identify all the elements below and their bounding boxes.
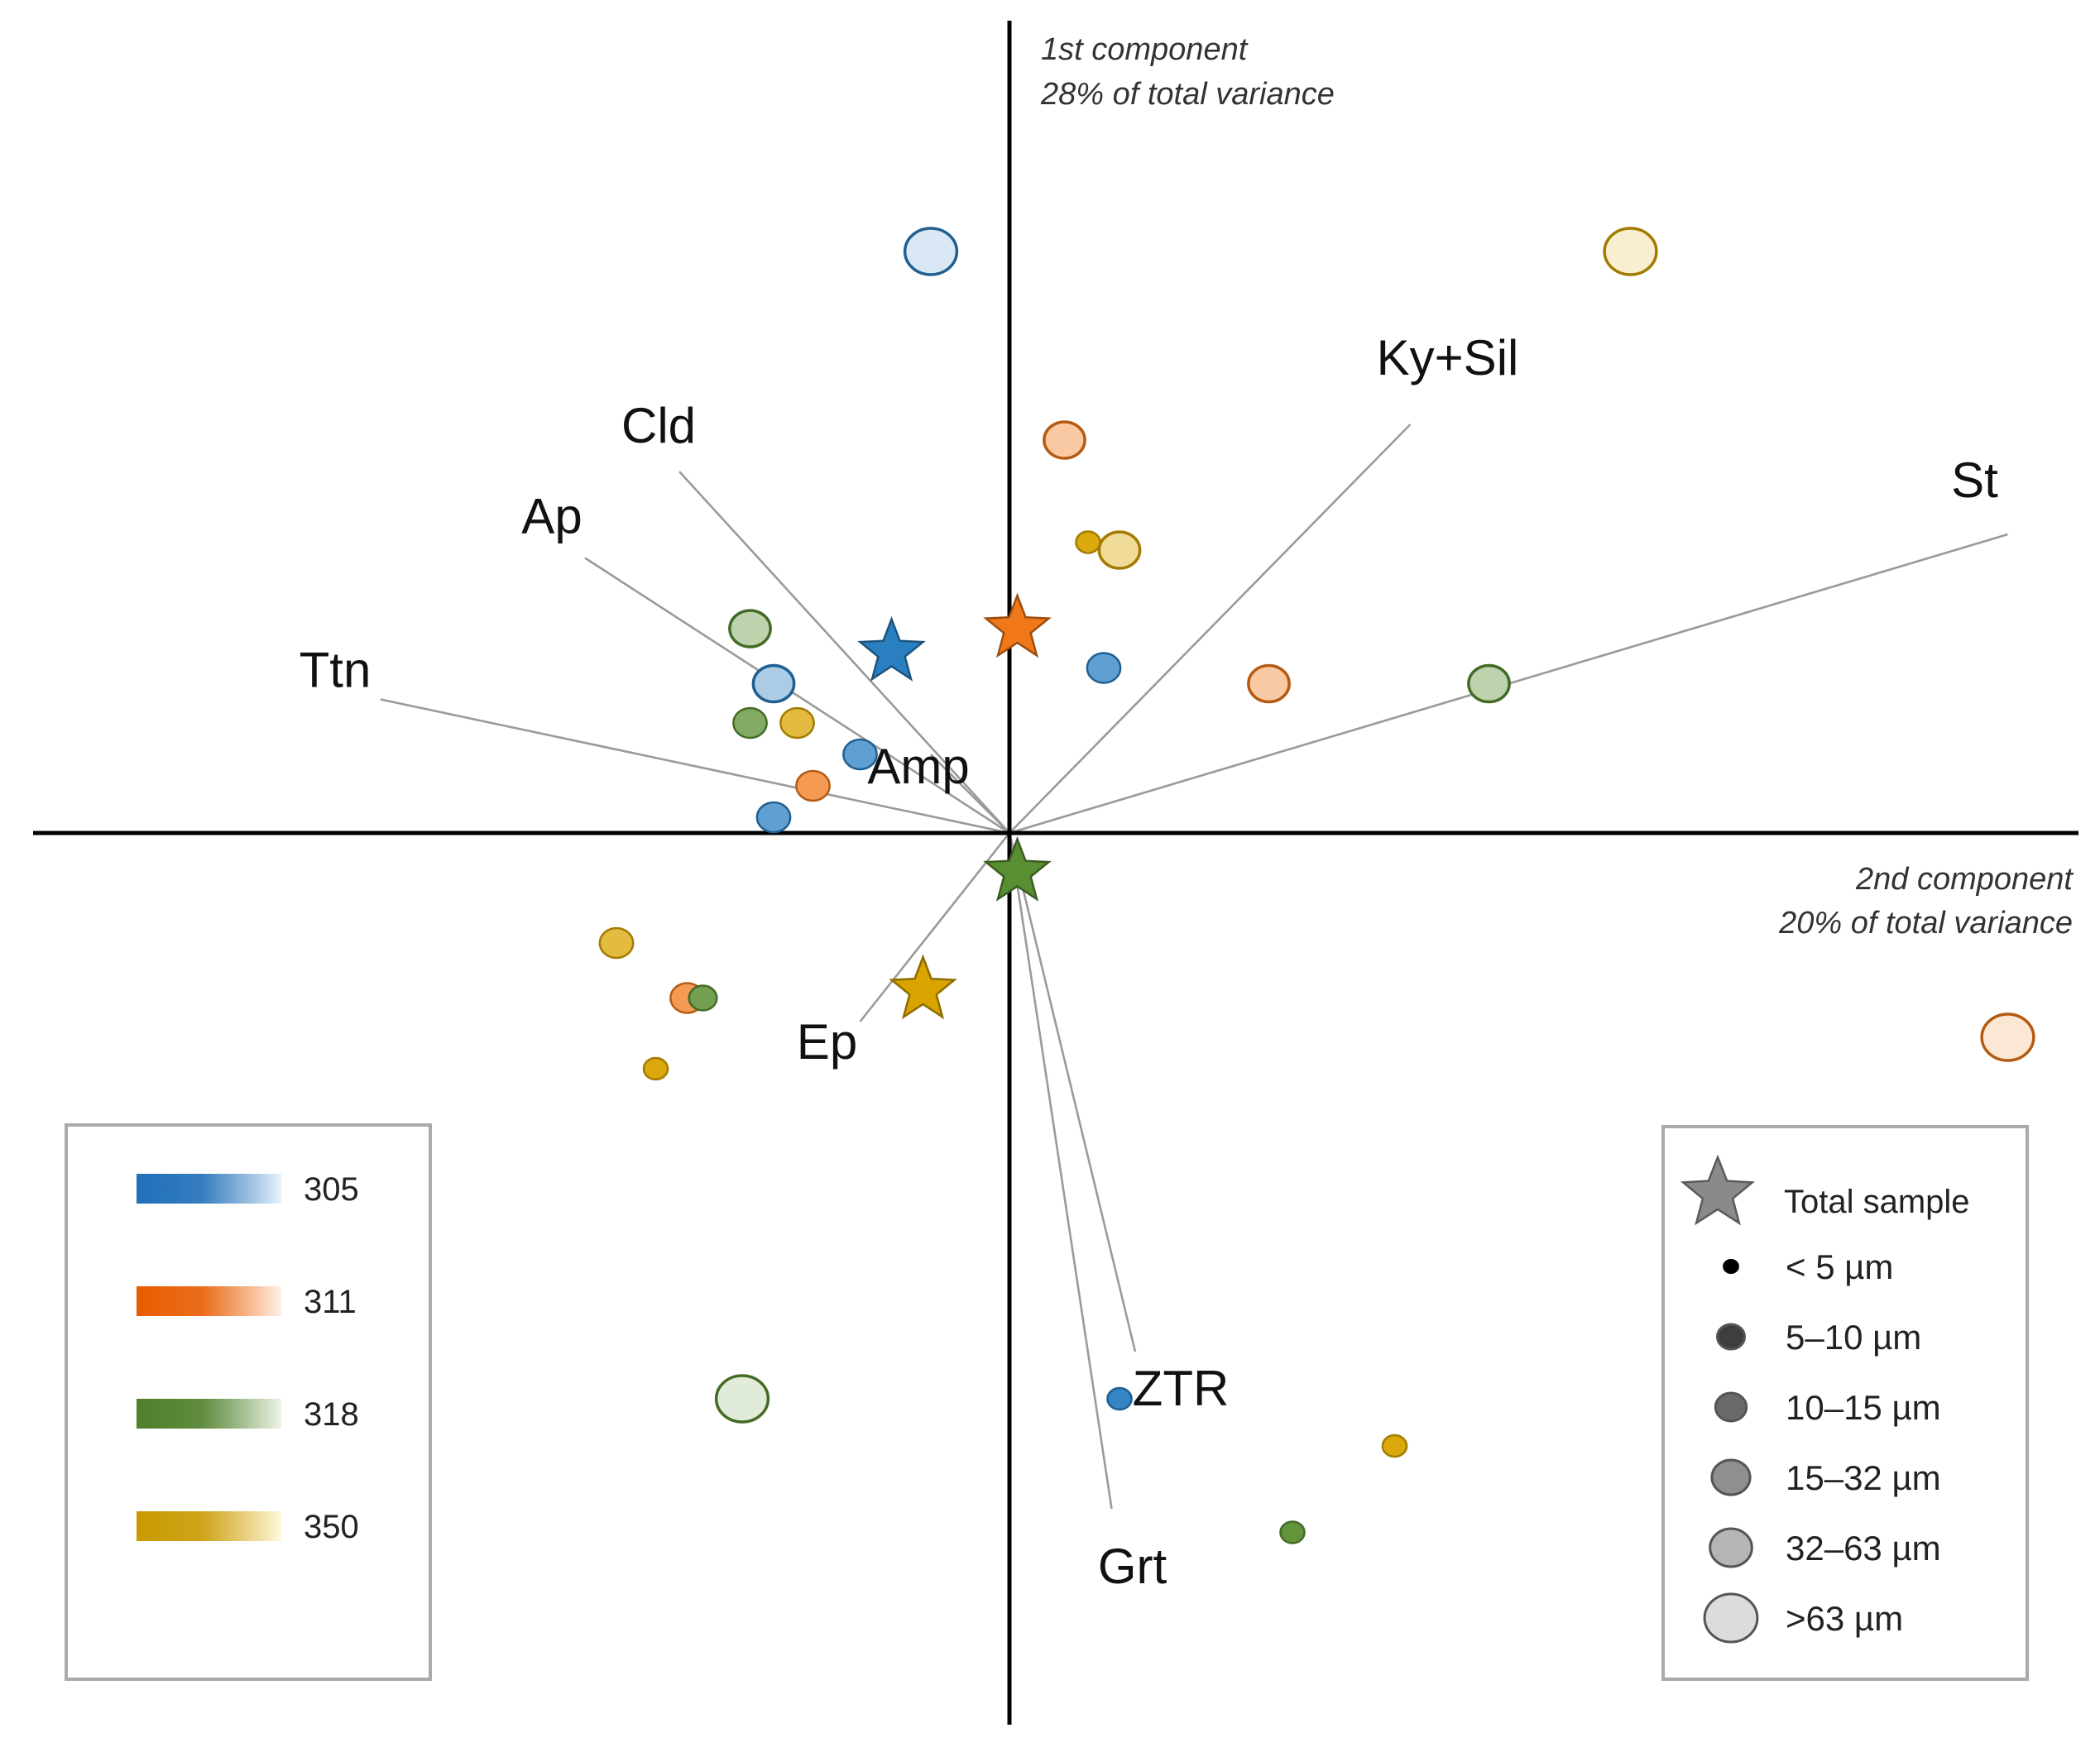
total-sample-star-305 (857, 615, 926, 682)
legend-swatch-350 (137, 1511, 281, 1541)
point-305-2 (842, 738, 878, 771)
legend-label-305: 305 (304, 1171, 359, 1208)
point-350-3 (598, 926, 635, 960)
point-311-0 (1043, 420, 1086, 460)
legend-size-marker-4 (1709, 1527, 1753, 1568)
point-318-4 (688, 984, 718, 1012)
legend-total-sample-star (1680, 1154, 1756, 1226)
vector-grt (1008, 832, 1113, 1510)
point-350-4 (1075, 530, 1101, 554)
legend-size-label-0: < 5 µm (1786, 1247, 1893, 1286)
legend-swatch-318 (137, 1399, 281, 1429)
point-305-0 (903, 227, 959, 276)
vector-label-ttn: Ttn (300, 643, 372, 698)
data-points (598, 227, 2035, 1544)
legend-swatch-305 (137, 1174, 281, 1204)
point-305-5 (1106, 1386, 1133, 1411)
legend-size-marker-3 (1710, 1458, 1752, 1496)
vector-cld (678, 471, 1010, 834)
vertical-axis-caption-line1: 1st component (1041, 32, 1249, 67)
legend-label-318: 318 (304, 1396, 359, 1433)
point-350-2 (779, 706, 815, 740)
vector-label-grt: Grt (1098, 1539, 1167, 1594)
legend-swatch-311 (137, 1286, 281, 1316)
legend-size-label-5: >63 µm (1786, 1599, 1903, 1638)
horizontal-axis-caption-line2: 20% of total variance (1778, 906, 2073, 941)
series-legend-box (65, 1123, 432, 1681)
legend-size-marker-5 (1703, 1592, 1759, 1644)
vector-label-ep: Ep (797, 1014, 857, 1070)
vector-label-ap: Ap (521, 489, 582, 544)
total-sample-star-350 (889, 954, 957, 1020)
legend-size-label-2: 10–15 µm (1786, 1388, 1941, 1427)
point-311-1 (1247, 663, 1291, 704)
point-311-3 (795, 769, 831, 802)
legend-size-label-3: 15–32 µm (1786, 1458, 1941, 1497)
legend-size-marker-1 (1716, 1323, 1746, 1351)
total-sample-star-311 (983, 592, 1052, 658)
point-318-2 (1467, 663, 1511, 704)
point-350-0 (1603, 227, 1658, 276)
vector-ky-sil (1009, 424, 1412, 834)
point-311-2 (1980, 1012, 2035, 1062)
legend-size-marker-0 (1723, 1259, 1739, 1274)
legend-total-sample-label: Total sample (1784, 1184, 1970, 1220)
point-318-3 (714, 1374, 770, 1424)
total-sample-star-318 (983, 835, 1052, 902)
total-sample-stars (857, 592, 1052, 1020)
legend-label-311: 311 (304, 1284, 357, 1320)
point-318-1 (732, 706, 768, 740)
horizontal-axis-caption-line1: 2nd component (1855, 862, 2074, 897)
legend-size-label-4: 32–63 µm (1786, 1529, 1941, 1568)
legend-size-label-1: 5–10 µm (1786, 1318, 1921, 1357)
vector-ztr (1008, 832, 1137, 1352)
vector-ap (584, 557, 1010, 835)
vector-label-amp: Amp (867, 739, 969, 794)
legend-size-marker-2 (1714, 1391, 1748, 1423)
vector-label-cld: Cld (621, 398, 696, 453)
size-legend: Total sample < 5 µm 5–10 µm 10–15 µm 15–32 µ… (1661, 1125, 2029, 1681)
vector-label-ztr: ZTR (1133, 1361, 1230, 1416)
vector-ep (859, 832, 1011, 1022)
loading-vectors: Ttn Ap Cld Amp Ky+Sil St Ep ZTR Grt (300, 330, 2008, 1594)
series-legend: 305 311 318 350 (65, 1123, 432, 1681)
point-305-1 (751, 663, 796, 704)
point-318-5 (1279, 1520, 1306, 1544)
point-350-1 (1097, 530, 1142, 570)
point-305-4 (1086, 652, 1122, 684)
vector-label-st: St (1951, 452, 1998, 508)
point-350-5 (642, 1056, 669, 1081)
point-318-0 (728, 609, 772, 649)
legend-label-350: 350 (304, 1509, 359, 1545)
vector-amp (930, 754, 1010, 834)
point-305-3 (755, 801, 792, 834)
vertical-axis-caption-line2: 28% of total variance (1040, 77, 1335, 112)
vector-ttn (380, 698, 1010, 835)
point-350-6 (1381, 1434, 1408, 1458)
vector-label-ky-sil: Ky+Sil (1377, 330, 1519, 385)
